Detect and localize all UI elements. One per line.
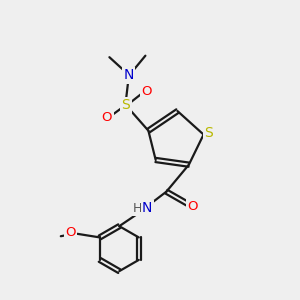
Text: S: S	[122, 98, 130, 112]
Text: S: S	[205, 126, 213, 140]
Text: N: N	[124, 68, 134, 82]
Text: O: O	[188, 200, 198, 213]
Text: O: O	[142, 85, 152, 98]
Text: O: O	[102, 111, 112, 124]
Text: H: H	[133, 202, 142, 215]
Text: N: N	[142, 201, 152, 215]
Text: O: O	[65, 226, 76, 239]
